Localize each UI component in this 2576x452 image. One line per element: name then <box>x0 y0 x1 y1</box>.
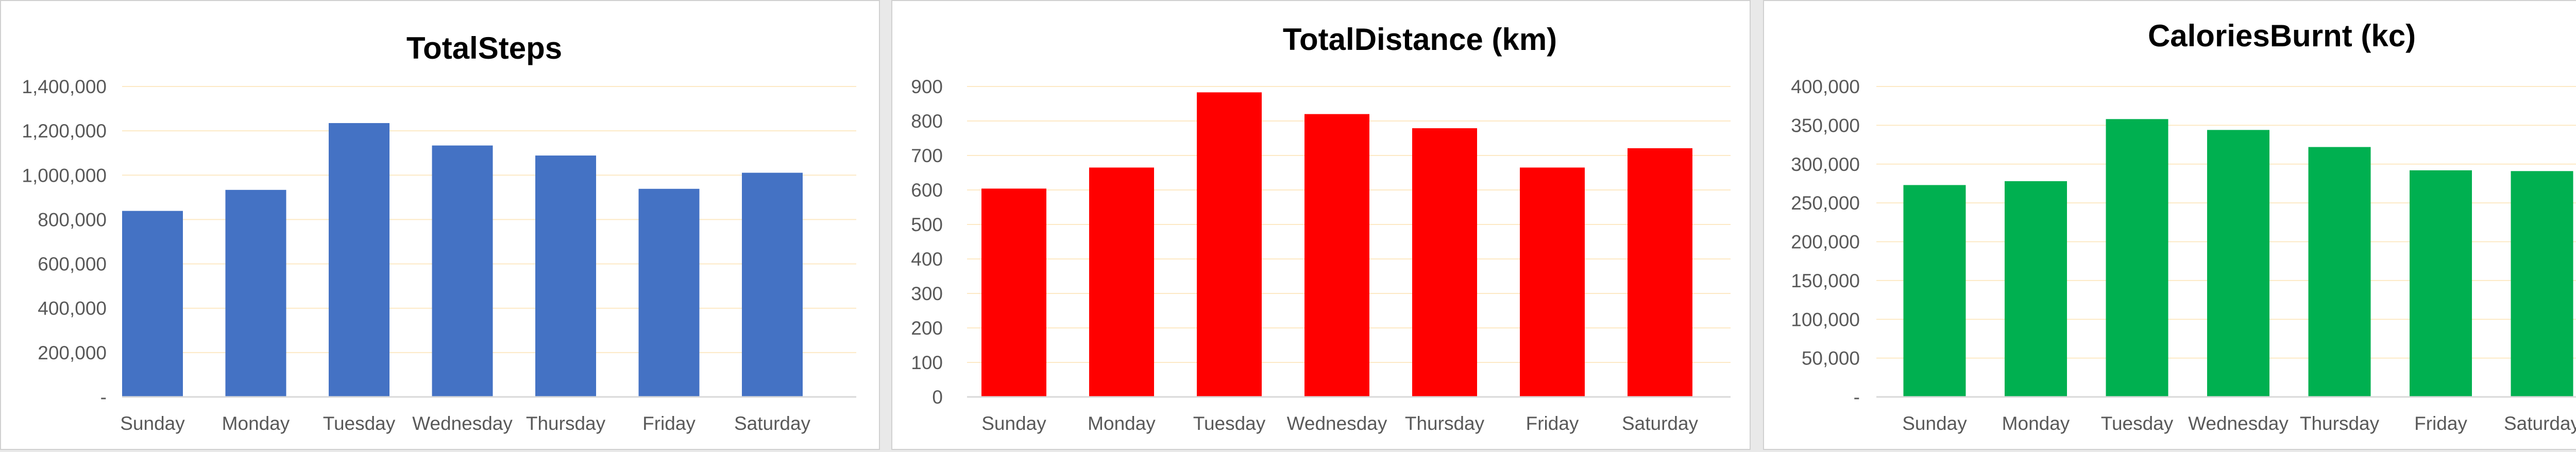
x-category-label: Thursday <box>526 413 606 434</box>
y-tick-label: 600 <box>911 180 943 201</box>
y-tick-label: 100 <box>911 352 943 373</box>
y-tick-label: 1,400,000 <box>22 76 107 97</box>
chart-panel-calories-burnt: CaloriesBurnt (kc) - 50,000 100,000 150,000… <box>1763 0 2576 450</box>
x-category-label: Tuesday <box>2101 413 2174 434</box>
y-tick-label: 800,000 <box>38 209 107 230</box>
total-distance-chart: TotalDistance (km) 0 100 200 300 400 500 600 70… <box>911 22 1731 434</box>
bar-monday <box>225 189 286 397</box>
x-category-label: Tuesday <box>323 413 396 434</box>
x-category-label: Wednesday <box>2188 413 2289 434</box>
bar-tuesday <box>1197 92 1262 397</box>
y-tick-label: 150,000 <box>1791 270 1860 291</box>
x-category-label: Friday <box>1526 413 1579 434</box>
x-category-label: Saturday <box>734 413 811 434</box>
y-tick-label: 100,000 <box>1791 309 1860 330</box>
bar-wednesday <box>2207 130 2269 397</box>
x-category-label: Wednesday <box>412 413 513 434</box>
chart-panel-total-distance: TotalDistance (km) 0 100 200 300 400 500 600 70… <box>891 0 1751 450</box>
bar-monday <box>2005 181 2067 397</box>
x-category-label: Saturday <box>2504 413 2576 434</box>
bar-friday <box>638 188 700 397</box>
y-tick-label: 300 <box>911 283 943 304</box>
y-tick-label: 350,000 <box>1791 115 1860 136</box>
calories-burnt-chart: CaloriesBurnt (kc) - 50,000 100,000 150,000… <box>1791 19 2576 434</box>
x-category-label: Friday <box>2414 413 2467 434</box>
bar-thursday <box>1412 128 1477 397</box>
y-tick-label: 400 <box>911 249 943 270</box>
y-tick-label: 200 <box>911 318 943 339</box>
bar-saturday <box>2511 171 2573 397</box>
chart-panel-total-steps: TotalSteps - 200,000 400,000 600,000 800,000… <box>0 0 880 450</box>
y-tick-label: 300,000 <box>1791 154 1860 175</box>
x-category-label: Wednesday <box>1287 413 1387 434</box>
bar-saturday <box>1628 148 1692 397</box>
y-tick-label: 400,000 <box>38 298 107 319</box>
y-tick-label: 500 <box>911 214 943 235</box>
chart-title: TotalDistance (km) <box>1283 22 1557 57</box>
y-tick-label: 50,000 <box>1802 348 1860 369</box>
x-category-label: Thursday <box>1405 413 1485 434</box>
x-category-label: Sunday <box>120 413 185 434</box>
x-category-label: Monday <box>222 413 290 434</box>
bar-tuesday <box>329 123 389 397</box>
y-tick-label: 250,000 <box>1791 193 1860 214</box>
bar-wednesday <box>1304 114 1369 397</box>
chart-title: TotalSteps <box>406 31 562 65</box>
bar-thursday <box>2308 147 2371 397</box>
bar-friday <box>1520 167 1585 397</box>
y-tick-label: - <box>1854 387 1860 408</box>
bar-wednesday <box>432 145 493 397</box>
x-category-label: Sunday <box>981 413 1046 434</box>
y-tick-label: - <box>100 387 107 408</box>
bar-friday <box>2410 170 2472 397</box>
bar-tuesday <box>2106 119 2168 397</box>
x-category-label: Tuesday <box>1193 413 1266 434</box>
total-steps-chart: TotalSteps - 200,000 400,000 600,000 800,000… <box>22 31 856 434</box>
bar-monday <box>1089 167 1154 397</box>
y-tick-label: 900 <box>911 76 943 97</box>
x-category-label: Sunday <box>1902 413 1967 434</box>
y-tick-label: 200,000 <box>38 342 107 363</box>
x-category-label: Monday <box>1088 413 1156 434</box>
y-tick-label: 400,000 <box>1791 76 1860 97</box>
bar-saturday <box>742 172 803 397</box>
x-category-label: Friday <box>642 413 696 434</box>
x-category-label: Thursday <box>2300 413 2380 434</box>
bar-sunday <box>1903 185 1966 397</box>
y-tick-label: 600,000 <box>38 254 107 275</box>
x-category-label: Monday <box>2002 413 2070 434</box>
bar-sunday <box>981 188 1046 397</box>
bar-sunday <box>122 211 183 397</box>
y-tick-label: 0 <box>932 387 943 408</box>
y-tick-label: 700 <box>911 145 943 166</box>
x-category-label: Saturday <box>1622 413 1699 434</box>
y-tick-label: 800 <box>911 111 943 132</box>
bar-thursday <box>535 155 596 397</box>
y-tick-label: 1,200,000 <box>22 120 107 142</box>
y-tick-label: 1,000,000 <box>22 165 107 186</box>
y-tick-label: 200,000 <box>1791 232 1860 253</box>
chart-title: CaloriesBurnt (kc) <box>2148 19 2416 53</box>
